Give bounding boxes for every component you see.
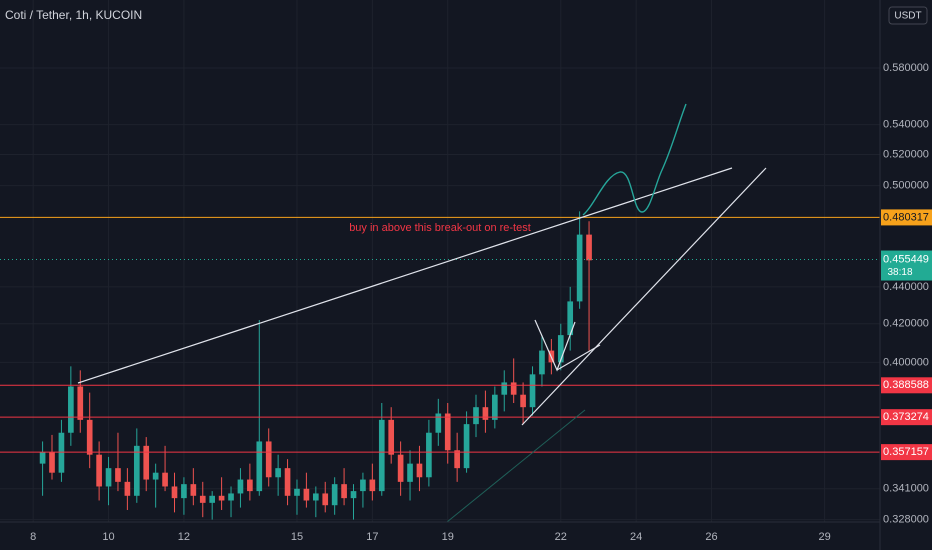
x-tick-label: 22 xyxy=(555,531,567,543)
candle-body xyxy=(312,493,319,501)
candle-body xyxy=(529,374,536,408)
y-tick-label: 0.420000 xyxy=(883,318,929,330)
candle-body xyxy=(256,441,263,492)
candle-body xyxy=(586,234,592,261)
x-tick-label: 15 xyxy=(291,531,303,543)
candle-body xyxy=(501,382,508,395)
candle-body xyxy=(426,432,432,478)
x-tick-label: 29 xyxy=(818,531,830,543)
candle-body xyxy=(58,432,65,473)
channel-line xyxy=(446,409,586,523)
currency-label[interactable]: USDT xyxy=(894,11,921,22)
y-tick-label: 0.400000 xyxy=(883,356,929,368)
x-tick-label: 10 xyxy=(102,531,114,543)
symbol-title: Coti / Tether, 1h, KUCOIN xyxy=(5,8,142,22)
candle-body xyxy=(303,488,310,501)
candle-body xyxy=(247,479,253,492)
y-tick-label: 0.341000 xyxy=(883,483,929,495)
triangle-drawing xyxy=(556,344,601,371)
candle-body xyxy=(96,454,102,487)
candle-body xyxy=(237,479,244,494)
candle-body xyxy=(322,493,329,506)
x-tick-label: 26 xyxy=(705,531,717,543)
candle-body xyxy=(435,413,442,433)
time-axis xyxy=(0,522,880,550)
level-label: 0.480317 xyxy=(883,211,929,223)
candle-body xyxy=(68,386,74,433)
candle-body xyxy=(228,493,234,501)
candle-body xyxy=(492,394,498,420)
candle-body xyxy=(360,479,366,492)
candle-body xyxy=(190,484,197,496)
candle-body xyxy=(567,301,574,336)
level-label: 0.357157 xyxy=(883,446,929,458)
candle-body xyxy=(199,495,206,503)
candle-body xyxy=(454,450,460,469)
candle-body xyxy=(407,463,413,482)
candle-body xyxy=(115,468,121,482)
candle-body xyxy=(473,407,479,425)
candle-body xyxy=(294,488,300,496)
level-label: 0.373274 xyxy=(883,411,929,423)
level-label-box xyxy=(881,409,932,426)
x-tick-label: 19 xyxy=(442,531,454,543)
level-label-box xyxy=(881,444,932,461)
candle-body xyxy=(171,486,178,499)
candle-body xyxy=(133,445,140,496)
candle-body xyxy=(341,484,347,499)
candle-body xyxy=(49,452,55,473)
candle-body xyxy=(181,484,187,499)
countdown-label: 38:18 xyxy=(887,267,912,278)
candle-body xyxy=(86,419,93,455)
x-tick-label: 12 xyxy=(178,531,190,543)
candle-body xyxy=(539,350,545,375)
candle-body xyxy=(284,468,291,496)
candle-body xyxy=(152,472,159,480)
candle-body xyxy=(416,463,423,478)
projection-path xyxy=(582,103,687,216)
y-tick-label: 0.440000 xyxy=(883,281,929,293)
candle-body xyxy=(510,382,517,395)
candle-body xyxy=(520,394,526,408)
level-label-box xyxy=(881,377,932,394)
y-tick-label: 0.540000 xyxy=(883,119,929,131)
candle-body xyxy=(143,445,150,480)
candle-body xyxy=(331,484,338,506)
candle-body xyxy=(218,495,225,501)
candle-body xyxy=(39,452,46,464)
candle-body xyxy=(275,468,281,478)
level-label: 0.388588 xyxy=(883,379,929,391)
candle-body xyxy=(350,491,357,499)
x-tick-label: 24 xyxy=(630,531,642,543)
currency-button[interactable] xyxy=(888,6,928,25)
candle-body xyxy=(482,407,489,420)
y-tick-label: 0.580000 xyxy=(883,62,929,74)
candle-body xyxy=(444,413,451,451)
candle-body xyxy=(124,481,131,496)
candle-body xyxy=(397,454,404,482)
candle-body xyxy=(162,472,168,487)
candle-body xyxy=(265,441,272,478)
candle-body xyxy=(388,419,395,455)
candle-body xyxy=(463,424,470,469)
level-label-box xyxy=(881,209,932,226)
candle-body xyxy=(557,335,564,363)
current-price-label: 0.455449 xyxy=(883,253,929,265)
y-tick-label: 0.520000 xyxy=(883,148,929,160)
annotation: buy in above this break-out on re-test xyxy=(349,222,531,234)
candle-body xyxy=(209,495,216,503)
x-tick-label: 17 xyxy=(366,531,378,543)
candle-body xyxy=(105,468,112,487)
candle-body xyxy=(378,419,385,492)
candle-body xyxy=(369,479,376,492)
y-tick-label: 0.500000 xyxy=(883,180,929,192)
trend-line xyxy=(77,167,733,384)
candle-body xyxy=(576,234,583,302)
trend-line xyxy=(521,167,767,426)
candle-body xyxy=(77,386,84,420)
x-tick-label: 8 xyxy=(30,531,36,543)
current-price-box xyxy=(881,250,932,281)
y-tick-label: 0.328000 xyxy=(883,513,929,525)
